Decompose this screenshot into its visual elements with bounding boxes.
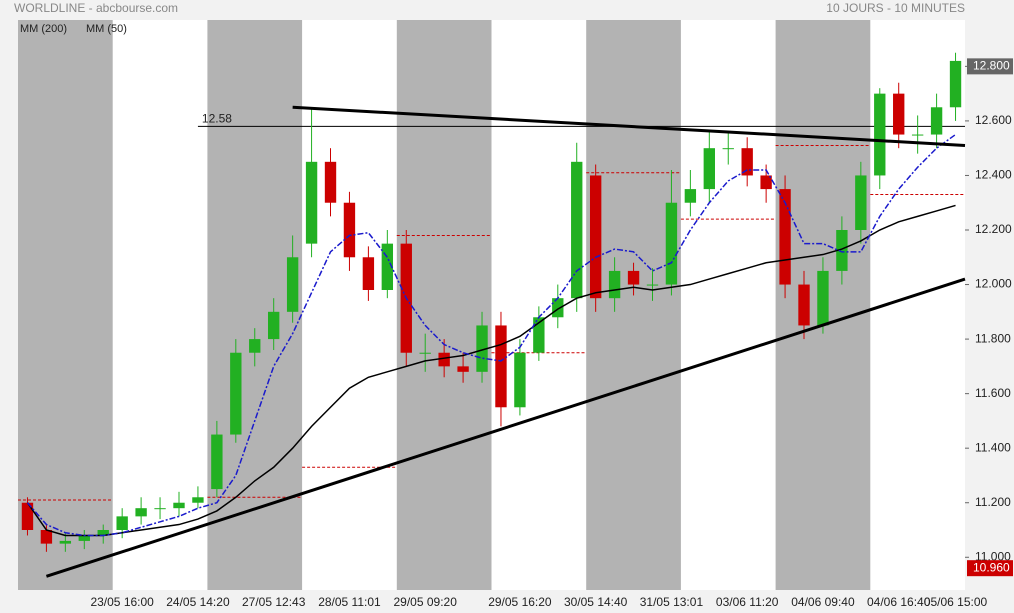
y-tick-label: 11.200 <box>975 495 1011 509</box>
candle-body <box>930 107 943 135</box>
candle-body <box>741 148 753 176</box>
y-tick-label: 12.000 <box>975 277 1012 291</box>
x-tick-label: 29/05 16:20 <box>488 595 552 609</box>
x-tick-label: 28/05 11:01 <box>318 595 381 609</box>
candle-body <box>911 134 924 136</box>
candle-body <box>78 535 90 541</box>
y-tick-label: 11.000 <box>975 549 1011 563</box>
candle-body <box>817 270 829 326</box>
price-box <box>967 560 1013 577</box>
trendline <box>292 105 966 147</box>
x-tick-label: 04/06 16:40 <box>867 595 931 609</box>
x-tick-label: 05/06 15:00 <box>924 595 988 609</box>
candle-body <box>249 339 261 353</box>
legend-label: MM (50) <box>86 23 127 35</box>
candle-body <box>722 148 734 150</box>
candle-body <box>552 298 564 318</box>
candle-body <box>760 175 772 190</box>
candle-body <box>154 508 166 510</box>
candle-body <box>627 270 640 285</box>
candle-body <box>192 497 204 503</box>
day-band <box>18 20 113 590</box>
candle-body <box>571 161 583 299</box>
chart-title: WORLDLINE - abcbourse.com <box>14 1 178 15</box>
y-tick-label: 12.200 <box>975 222 1012 236</box>
x-tick-label: 31/05 13:01 <box>640 595 704 609</box>
candle-body <box>949 60 962 108</box>
candle-body <box>646 284 659 286</box>
candle-body <box>381 243 394 290</box>
chart-subtitle: 10 JOURS - 10 MINUTES <box>826 1 965 15</box>
candle-body <box>135 508 147 517</box>
candle-body <box>97 530 109 536</box>
y-tick-label: 11.600 <box>975 386 1011 400</box>
candle-body <box>836 230 848 271</box>
candle-body <box>40 530 53 544</box>
x-tick-label: 30/05 14:40 <box>564 595 628 609</box>
candle-body <box>476 325 488 372</box>
x-tick-label: 27/05 12:43 <box>242 595 306 609</box>
candle-body <box>798 284 810 326</box>
price-label: 12.800 <box>973 59 1010 73</box>
day-band <box>586 20 681 590</box>
candle-body <box>874 93 886 176</box>
candle-body <box>438 352 450 367</box>
x-tick-label: 23/05 16:00 <box>90 595 154 609</box>
candle-body <box>893 93 905 135</box>
candle-body <box>457 366 469 372</box>
day-band <box>207 20 303 590</box>
candle-body <box>419 352 431 354</box>
candle-body <box>268 311 280 340</box>
candle-body <box>211 434 223 490</box>
y-tick-label: 11.800 <box>975 331 1011 345</box>
candle-body <box>59 540 72 544</box>
candle-body <box>779 189 791 285</box>
candle-body <box>305 161 318 244</box>
moving-average <box>26 204 956 537</box>
candle-body <box>230 352 242 435</box>
price-box <box>967 58 1013 75</box>
candle-body <box>855 175 867 230</box>
candle-body <box>533 317 545 353</box>
candle-body <box>589 175 602 299</box>
candle-body <box>514 352 526 408</box>
level-label: 12.58 <box>202 112 232 126</box>
y-tick-label: 11.400 <box>975 440 1011 454</box>
x-tick-label: 24/05 14:20 <box>166 595 230 609</box>
y-tick-label: 12.600 <box>975 113 1012 127</box>
candle-body <box>21 502 34 530</box>
candle-body <box>324 161 337 203</box>
candle-body <box>495 325 507 408</box>
x-tick-label: 04/06 09:40 <box>791 595 855 609</box>
candle-body <box>286 257 299 312</box>
candle-body <box>343 202 356 258</box>
x-tick-label: 29/05 09:20 <box>394 595 458 609</box>
candle-body <box>684 189 697 203</box>
price-label: 10.960 <box>973 560 1010 574</box>
candle-body <box>362 257 375 290</box>
candle-body <box>665 202 678 285</box>
x-tick-label: 03/06 11:20 <box>716 595 779 609</box>
candle-body <box>173 502 185 509</box>
candle-body <box>116 516 128 530</box>
candle-body <box>608 270 621 299</box>
trendline <box>45 277 966 578</box>
moving-average <box>26 133 956 537</box>
candle-body <box>703 148 715 190</box>
y-tick-label: 12.400 <box>975 168 1012 182</box>
legend-label: MM (200) <box>20 23 67 35</box>
